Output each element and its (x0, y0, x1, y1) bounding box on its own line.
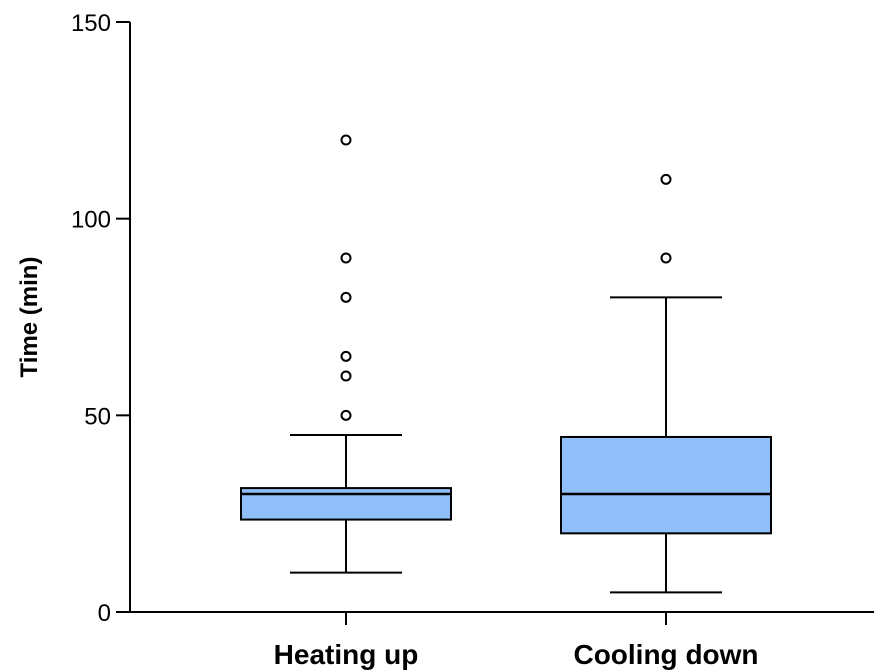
box-series (240, 134, 772, 594)
y-tick-label: 50 (84, 403, 111, 430)
outlier-point (340, 134, 352, 146)
iqr-box (560, 435, 772, 535)
x-tick-label: Heating up (274, 639, 419, 670)
outlier-point (340, 370, 352, 382)
y-axis: 0 50 100 150 (71, 10, 131, 627)
outlier-point (340, 252, 352, 264)
outlier-point (660, 252, 672, 264)
outlier-point (660, 173, 672, 185)
y-tick-label: 100 (71, 207, 111, 234)
y-tick-label: 0 (98, 600, 111, 627)
box-group (560, 173, 772, 594)
x-tick-label: Cooling down (573, 639, 758, 670)
outlier-point (340, 291, 352, 303)
outlier-point (340, 350, 352, 362)
box-group (240, 134, 452, 574)
y-axis-title: Time (min) (16, 257, 43, 378)
y-tick-label: 150 (71, 10, 111, 37)
outlier-point (340, 409, 352, 421)
x-axis: Heating up Cooling down (130, 611, 874, 670)
